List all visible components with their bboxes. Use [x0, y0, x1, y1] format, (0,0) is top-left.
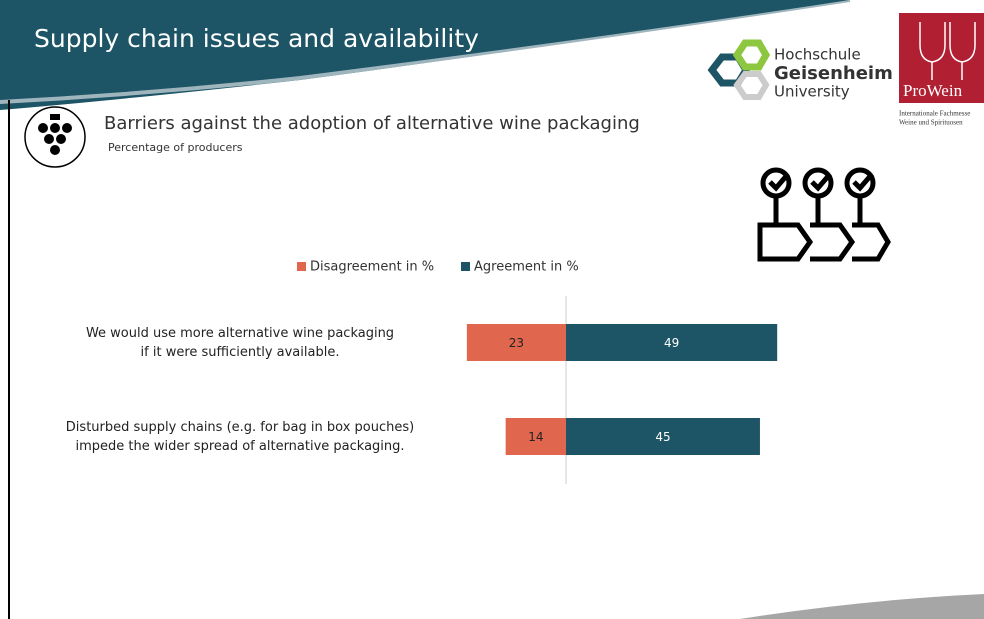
logo-text: University	[774, 83, 850, 101]
legend-label: Agreement in %	[474, 260, 579, 275]
category-label: We would use more alternative wine packa…	[86, 326, 394, 341]
header-band	[0, 0, 850, 110]
category-label: impede the wider spread of alternative p…	[75, 439, 404, 454]
icon-circle	[24, 106, 86, 168]
bottom-swoosh	[740, 594, 984, 619]
logo-text: Internationale Fachmesse	[899, 110, 970, 118]
bar	[566, 418, 760, 455]
legend-label: Disagreement in %	[310, 260, 434, 275]
legend-swatch	[461, 262, 470, 271]
chart-subtitle: Percentage of producers	[108, 141, 243, 154]
logo-glasses	[919, 22, 976, 80]
school-logo: Hochschule Geisenheim University	[707, 39, 893, 101]
legend-swatch	[297, 262, 306, 271]
logo-text: Geisenheim	[774, 63, 893, 84]
slide-title: Supply chain issues and availability	[34, 24, 479, 53]
bar	[505, 418, 566, 455]
bar	[566, 324, 778, 361]
chart-title: Barriers against the adoption of alterna…	[104, 113, 640, 134]
hex-icon	[732, 39, 771, 71]
value-label: 49	[664, 336, 679, 350]
logo-text: ProWein	[903, 81, 963, 100]
fair-logo: ProWein Internationale Fachmesse Weine u…	[899, 13, 984, 127]
value-label: 45	[655, 430, 670, 444]
category-label: Disturbed supply chains (e.g. for bag in…	[66, 420, 414, 435]
hex-icon	[733, 71, 770, 100]
logo-text: Hochschule	[774, 46, 861, 64]
logo-text: Weine und Spirituosen	[899, 119, 963, 127]
bar	[466, 324, 566, 361]
supply-icon	[757, 167, 891, 262]
category-label: if it were sufficiently available.	[141, 345, 340, 360]
value-label: 23	[509, 336, 524, 350]
grape-icon	[24, 106, 86, 168]
value-label: 14	[528, 430, 543, 444]
